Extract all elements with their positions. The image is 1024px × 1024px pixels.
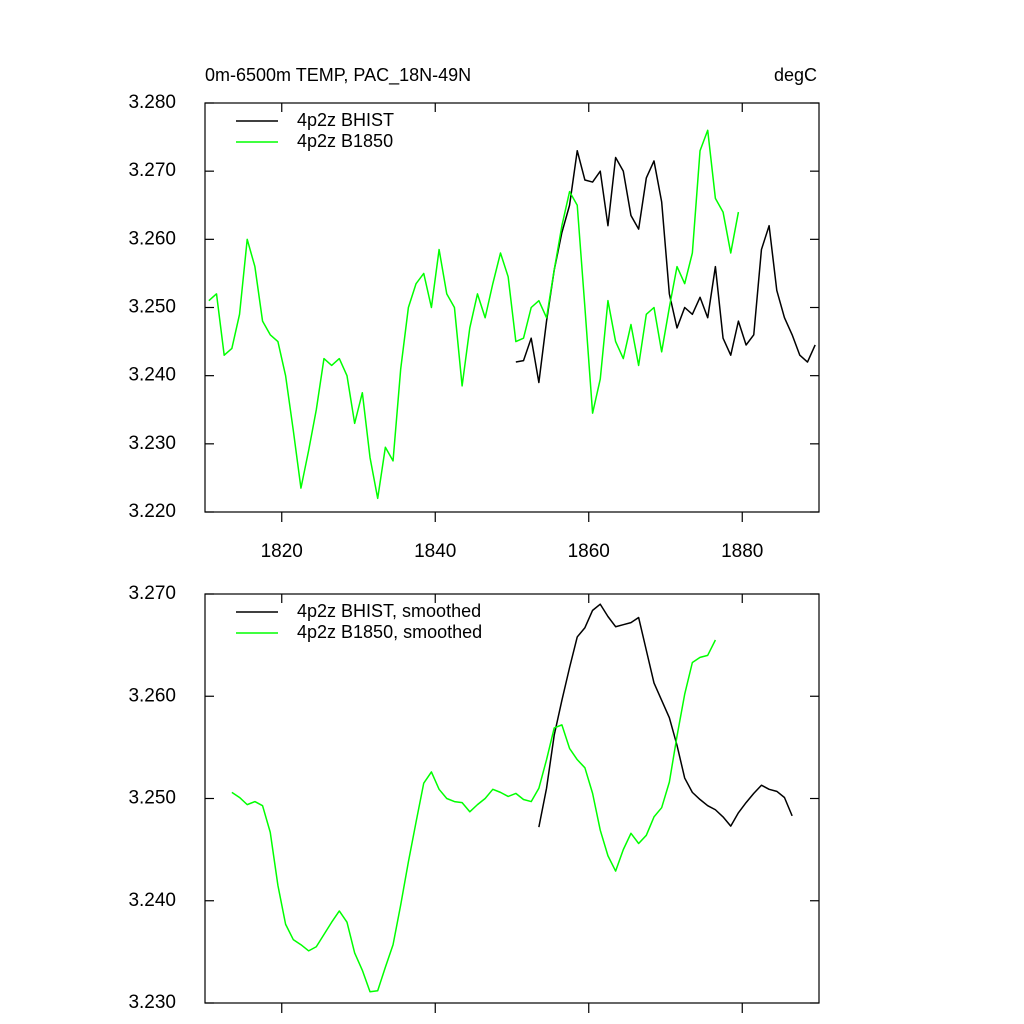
series-line bbox=[231, 639, 717, 993]
y-tick-label: 3.280 bbox=[128, 92, 176, 113]
legend-label: 4p2z BHIST, smoothed bbox=[297, 601, 481, 621]
x-tick-label: 1860 bbox=[568, 541, 610, 562]
x-tick-label: 1880 bbox=[721, 541, 763, 562]
y-tick-label: 3.260 bbox=[128, 685, 176, 706]
chart-title: 0m-6500m TEMP, PAC_18N-49N bbox=[205, 65, 471, 86]
y-tick-label: 3.260 bbox=[128, 228, 176, 249]
y-tick-label: 3.270 bbox=[128, 583, 176, 604]
y-tick-label: 3.270 bbox=[128, 160, 176, 181]
units-label: degC bbox=[774, 65, 817, 85]
y-tick-label: 3.230 bbox=[128, 992, 176, 1013]
y-tick-label: 3.250 bbox=[128, 297, 176, 318]
legend-label: 4p2z B1850 bbox=[297, 131, 393, 151]
series-line bbox=[515, 149, 816, 384]
y-tick-label: 3.220 bbox=[128, 501, 176, 522]
series-line bbox=[538, 603, 793, 828]
y-tick-label: 3.250 bbox=[128, 788, 176, 809]
x-tick-label: 1840 bbox=[414, 541, 456, 562]
x-tick-label: 1820 bbox=[261, 541, 303, 562]
legend-label: 4p2z B1850, smoothed bbox=[297, 622, 482, 642]
y-tick-label: 3.240 bbox=[128, 890, 176, 911]
y-tick-label: 3.230 bbox=[128, 433, 176, 454]
series-line bbox=[208, 129, 740, 500]
legend-label: 4p2z BHIST bbox=[297, 110, 394, 130]
y-tick-label: 3.240 bbox=[128, 365, 176, 386]
